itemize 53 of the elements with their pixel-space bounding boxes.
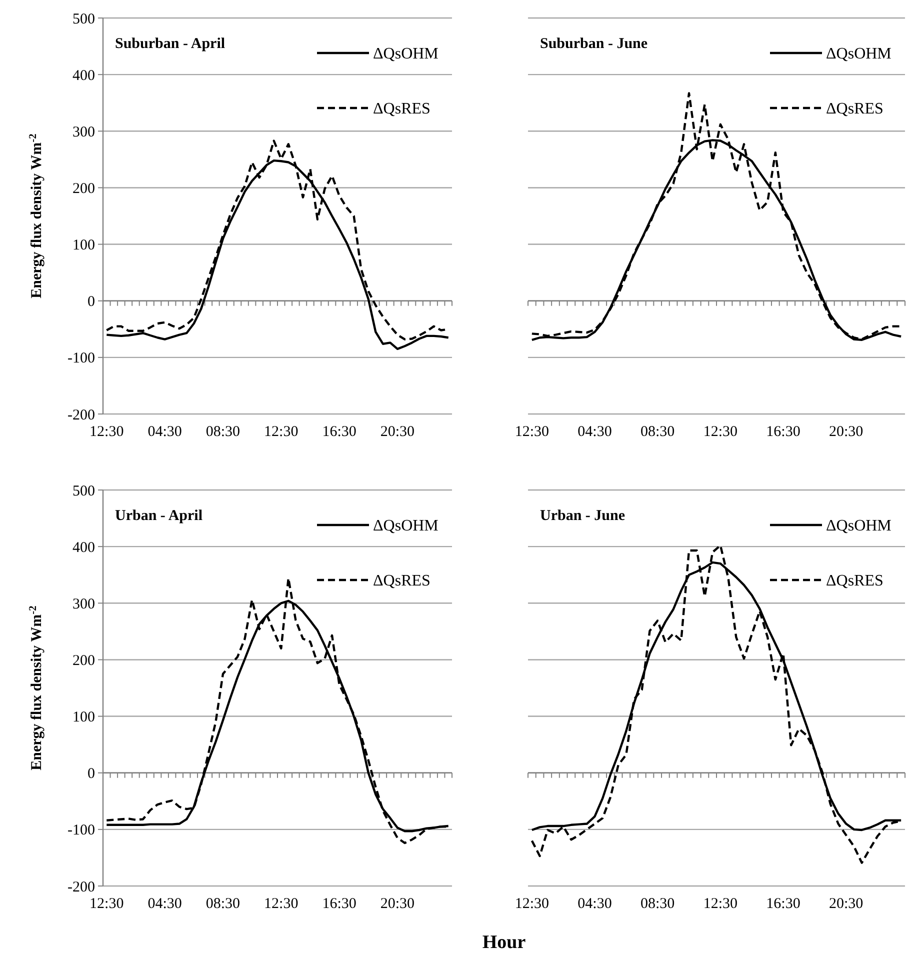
x-tick-label: 20:30 <box>380 424 415 440</box>
x-tick-label: 08:30 <box>206 424 240 440</box>
x-tick-label: 16:30 <box>766 896 800 912</box>
x-tick-label: 12:30 <box>514 424 550 440</box>
legend-label: ΔQsOHM <box>826 46 892 63</box>
x-tick-label: 12:30 <box>703 424 738 440</box>
x-tick-label: 20:30 <box>380 896 415 912</box>
y-tick-label: 300 <box>72 124 95 140</box>
legend-label: ΔQsRES <box>373 100 430 118</box>
legend-label: ΔQsRES <box>826 572 884 590</box>
x-tick-label: 08:30 <box>640 424 675 440</box>
legend-label: ΔQsRES <box>373 572 430 590</box>
x-tick-label: 04:30 <box>578 424 612 440</box>
x-tick-label: 20:30 <box>829 896 864 912</box>
x-tick-label: 12:30 <box>90 896 124 912</box>
x-tick-label: 04:30 <box>148 896 182 912</box>
x-tick-label: 12:30 <box>514 896 550 912</box>
y-tick-label: 400 <box>72 540 95 556</box>
y-tick-label: 200 <box>72 180 95 197</box>
y-tick-label: -100 <box>68 822 95 839</box>
text: Urban - June <box>540 508 626 524</box>
text: Urban - April <box>115 508 203 524</box>
y-tick-label: 400 <box>72 68 95 84</box>
y-tick-label: -200 <box>68 407 95 424</box>
x-tick-label: 08:30 <box>206 896 240 912</box>
legend-label: ΔQsRES <box>826 100 884 118</box>
legend-label: ΔQsOHM <box>826 518 892 535</box>
x-tick-label: 20:30 <box>829 424 864 440</box>
x-tick-label: 12:30 <box>90 424 124 440</box>
y-tick-label: -200 <box>68 879 95 896</box>
y-tick-label: 0 <box>88 294 95 310</box>
y-tick-label: 300 <box>72 596 95 612</box>
x-tick-label: 08:30 <box>640 896 675 912</box>
y-tick-label: 100 <box>72 238 95 254</box>
text: Suburban - April <box>115 36 226 52</box>
x-tick-label: 04:30 <box>148 424 182 440</box>
x-tick-label: 12:30 <box>264 424 298 440</box>
x-tick-label: 12:30 <box>264 896 298 912</box>
x-tick-label: 16:30 <box>322 424 356 440</box>
y-tick-label: -100 <box>68 350 95 367</box>
legend-label: ΔQsOHM <box>373 518 438 535</box>
text: Suburban - June <box>540 36 648 52</box>
y-tick-label: 100 <box>72 710 95 726</box>
x-tick-label: 16:30 <box>766 424 800 440</box>
y-tick-label: 500 <box>72 483 95 500</box>
legend-label: ΔQsOHM <box>373 46 438 63</box>
y-tick-label: 500 <box>72 11 95 28</box>
y-tick-label: 0 <box>88 766 95 782</box>
x-axis-title: Hour <box>482 932 526 953</box>
x-tick-label: 04:30 <box>578 896 612 912</box>
x-tick-label: 12:30 <box>703 896 738 912</box>
y-tick-label: 200 <box>72 652 95 669</box>
x-tick-label: 16:30 <box>322 896 356 912</box>
